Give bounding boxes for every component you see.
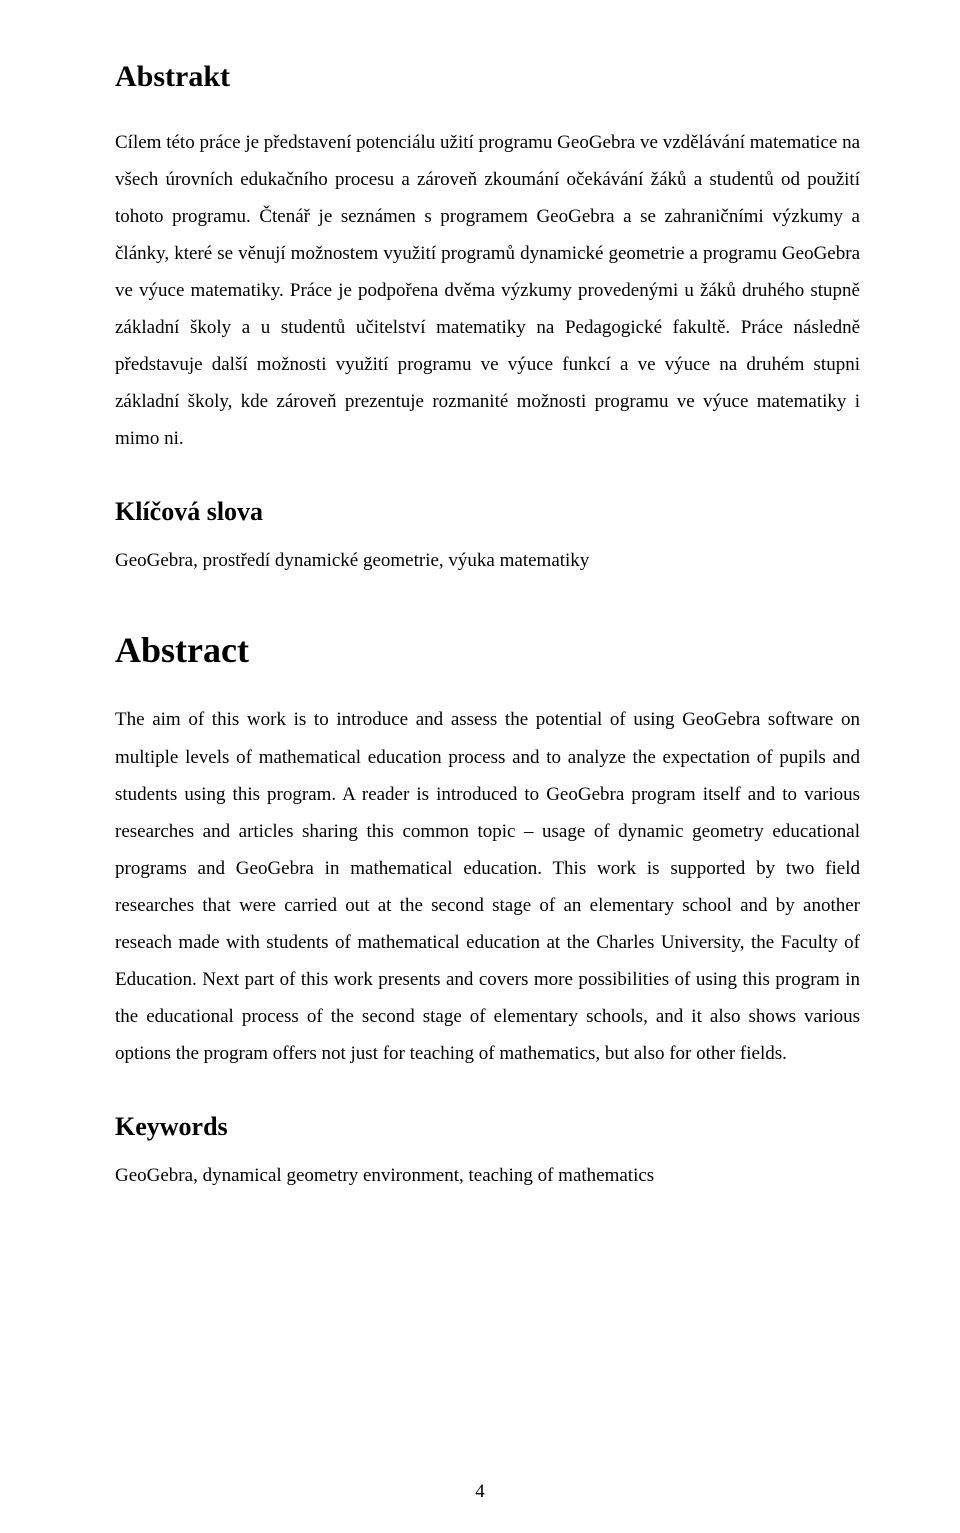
paragraph-czech-abstract: Cílem této práce je představení potenciá… xyxy=(115,124,860,457)
heading-klicova-slova: Klíčová slova xyxy=(115,497,860,527)
paragraph-english-abstract: The aim of this work is to introduce and… xyxy=(115,701,860,1071)
heading-keywords: Keywords xyxy=(115,1112,860,1142)
page-number: 4 xyxy=(0,1481,960,1503)
document-page: Abstrakt Cílem této práce je představení… xyxy=(0,0,960,1533)
heading-abstrakt: Abstrakt xyxy=(115,60,860,94)
line-keywords-english: GeoGebra, dynamical geometry environment… xyxy=(115,1157,860,1194)
line-keywords-czech: GeoGebra, prostředí dynamické geometrie,… xyxy=(115,542,860,579)
heading-abstract: Abstract xyxy=(115,629,860,671)
